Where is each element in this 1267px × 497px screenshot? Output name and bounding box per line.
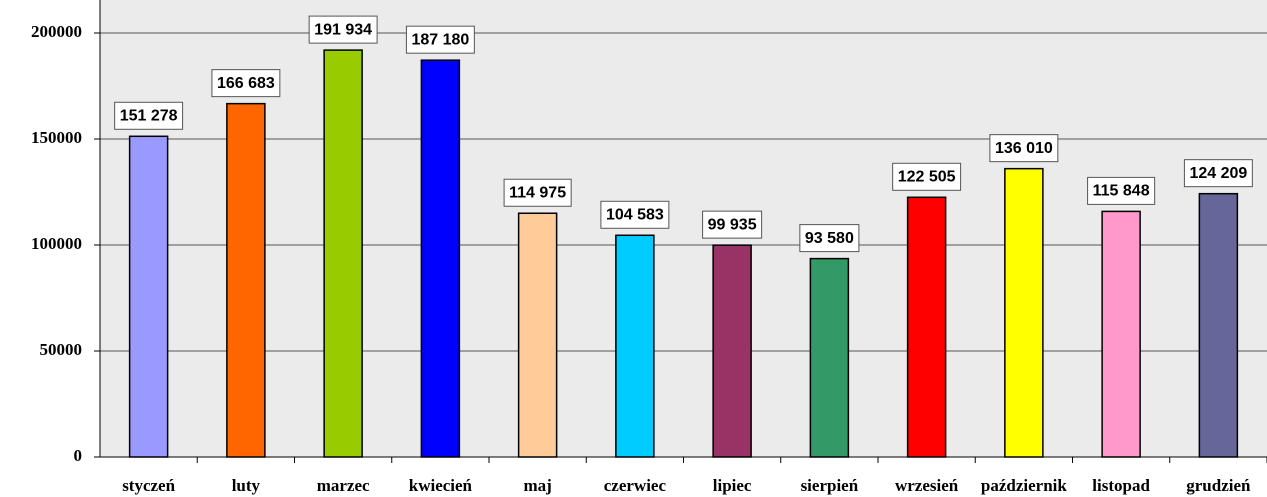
bar [906,196,947,458]
value-label-box [211,69,281,98]
value-label-box [600,200,670,229]
y-tick-label: 0 [74,446,83,465]
value-label-box [702,210,763,239]
x-tick-label: marzec [317,476,370,495]
bar [1004,167,1044,458]
value-label: 136 010 [995,140,1053,157]
bar [517,212,558,458]
value-label: 191 934 [314,21,372,38]
value-label-box [405,25,475,54]
value-label: 151 278 [120,108,178,125]
value-label-box [892,162,962,191]
bar [1101,210,1141,458]
x-tick-label: październik [981,476,1067,495]
y-tick-label: 50000 [40,340,83,359]
x-tick-label: lipiec [713,476,752,495]
x-tick-label: czerwiec [604,476,667,495]
y-tick-label: 100000 [31,234,82,253]
value-label: 99 935 [708,216,757,233]
value-label-box [1183,159,1253,188]
value-label-box [989,134,1059,163]
value-label-box [114,101,184,130]
value-label: 115 848 [1093,183,1150,200]
y-tick-label: 200000 [31,22,82,41]
value-label: 104 583 [606,207,664,224]
bar [1198,192,1239,458]
x-tick-label: luty [232,476,261,495]
bar [712,244,752,458]
value-label-box [308,15,378,44]
y-tick-label: 150000 [31,128,82,147]
value-label: 166 683 [217,75,275,92]
x-tick-label: grudzień [1186,476,1251,495]
value-label-box [799,224,860,253]
value-label: 187 180 [411,31,469,48]
value-label: 114 975 [509,184,566,201]
value-label: 93 580 [805,230,854,247]
bar [323,49,363,458]
x-tick-label: listopad [1092,476,1150,495]
x-tick-label: wrzesień [895,476,959,495]
x-tick-label: sierpień [801,476,859,495]
bar [420,59,461,458]
bar [226,102,266,458]
x-tick-label: styczeń [122,476,175,495]
bar [615,234,655,458]
value-label-box [1087,176,1156,205]
x-tick-label: kwiecień [409,476,473,495]
value-label: 124 209 [1189,165,1247,182]
bar [809,257,850,458]
plot-area [100,0,1267,457]
bar [128,135,169,458]
value-label-box [503,178,572,207]
value-label: 122 505 [898,169,956,186]
x-tick-label: maj [523,476,551,495]
